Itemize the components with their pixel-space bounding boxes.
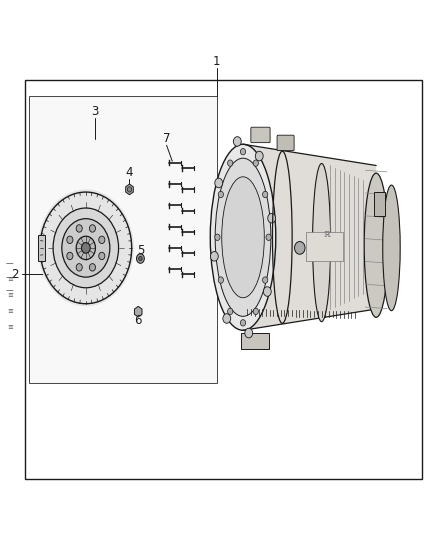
- Text: ≡: ≡: [7, 325, 13, 330]
- Circle shape: [67, 236, 73, 244]
- Text: 5: 5: [137, 244, 144, 257]
- FancyBboxPatch shape: [277, 135, 294, 151]
- Circle shape: [99, 236, 105, 244]
- Polygon shape: [134, 306, 142, 317]
- Circle shape: [294, 241, 305, 254]
- Text: 6: 6: [134, 314, 142, 327]
- Circle shape: [76, 264, 82, 271]
- Text: 2: 2: [11, 268, 19, 281]
- Text: 7: 7: [163, 132, 170, 146]
- Circle shape: [139, 256, 142, 261]
- Polygon shape: [38, 235, 45, 261]
- Circle shape: [262, 191, 268, 198]
- Circle shape: [76, 236, 95, 260]
- Circle shape: [218, 191, 223, 198]
- Polygon shape: [126, 184, 133, 195]
- Circle shape: [253, 308, 258, 314]
- Circle shape: [81, 243, 90, 253]
- Circle shape: [228, 160, 233, 166]
- Circle shape: [89, 225, 95, 232]
- FancyBboxPatch shape: [374, 192, 385, 216]
- Text: —: —: [6, 286, 13, 295]
- Circle shape: [67, 252, 73, 260]
- Circle shape: [99, 252, 105, 260]
- Ellipse shape: [383, 185, 400, 311]
- Circle shape: [127, 187, 132, 192]
- Text: 4: 4: [126, 166, 133, 179]
- Circle shape: [137, 254, 145, 263]
- Ellipse shape: [222, 177, 264, 298]
- Circle shape: [240, 320, 246, 326]
- Ellipse shape: [210, 144, 276, 330]
- Ellipse shape: [215, 158, 271, 317]
- Circle shape: [210, 252, 218, 261]
- Circle shape: [228, 308, 233, 314]
- Polygon shape: [243, 144, 376, 330]
- Circle shape: [268, 213, 276, 223]
- Text: —: —: [6, 260, 13, 268]
- Bar: [25, 80, 422, 479]
- Text: ℝ: ℝ: [323, 230, 329, 239]
- Circle shape: [215, 178, 223, 188]
- Bar: [29, 96, 217, 383]
- Circle shape: [263, 287, 271, 296]
- Polygon shape: [241, 333, 269, 349]
- Text: ≡: ≡: [7, 277, 13, 283]
- Circle shape: [53, 208, 119, 288]
- Circle shape: [262, 277, 268, 283]
- Circle shape: [215, 234, 220, 240]
- Circle shape: [240, 149, 246, 155]
- Circle shape: [62, 219, 110, 277]
- Text: 1: 1: [213, 55, 221, 68]
- Circle shape: [76, 225, 82, 232]
- Ellipse shape: [364, 173, 388, 317]
- Ellipse shape: [313, 164, 331, 321]
- Circle shape: [89, 264, 95, 271]
- FancyBboxPatch shape: [251, 127, 270, 143]
- Circle shape: [218, 277, 223, 283]
- Text: ≡: ≡: [7, 293, 13, 298]
- Circle shape: [233, 136, 241, 146]
- FancyBboxPatch shape: [306, 232, 343, 261]
- Circle shape: [255, 151, 263, 161]
- Circle shape: [253, 160, 258, 166]
- Circle shape: [245, 328, 253, 338]
- Text: 3: 3: [91, 105, 98, 118]
- Circle shape: [223, 314, 231, 324]
- Text: —: —: [6, 273, 13, 281]
- Circle shape: [38, 189, 134, 306]
- Circle shape: [266, 234, 271, 240]
- Text: ≡: ≡: [7, 309, 13, 314]
